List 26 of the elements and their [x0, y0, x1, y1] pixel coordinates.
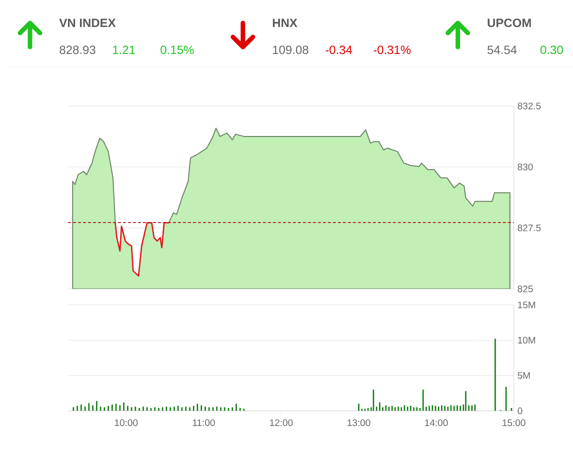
data-label: 0.30 [540, 46, 563, 54]
y-tick-label: 832.5 [518, 102, 541, 110]
category-label: UPCOM [488, 18, 531, 28]
data-label: -0.34 [326, 46, 352, 54]
y-tick-label: 5M [518, 372, 530, 379]
data-label: 1.21 [113, 46, 135, 54]
text: -0.31% [374, 46, 411, 54]
text: 0.15% [160, 46, 194, 54]
category-label: HNX [272, 18, 298, 28]
x-tick-label: 11:00 [192, 419, 215, 426]
category-label: VN INDEX [59, 18, 116, 28]
x-tick-label: 10:00 [114, 419, 138, 426]
x-tick-label: 13:00 [348, 419, 370, 426]
x-tick-label: 15:00 [502, 419, 526, 426]
y-tick-label: 15M [518, 302, 536, 308]
x-tick-label: 14:00 [425, 419, 448, 426]
text: 109.08 [273, 46, 308, 54]
y-tick-label: 0 [518, 408, 522, 414]
y-tick-label: 10M [518, 336, 536, 344]
text: 828.93 [60, 46, 96, 54]
text: 54.54 [488, 46, 517, 54]
y-tick-label: 827.5 [518, 224, 541, 232]
y-tick-label: 830 [518, 164, 533, 170]
x-tick-label: 12:00 [270, 419, 293, 426]
y-tick-label: 825 [518, 286, 533, 292]
line-series [114, 222, 170, 277]
